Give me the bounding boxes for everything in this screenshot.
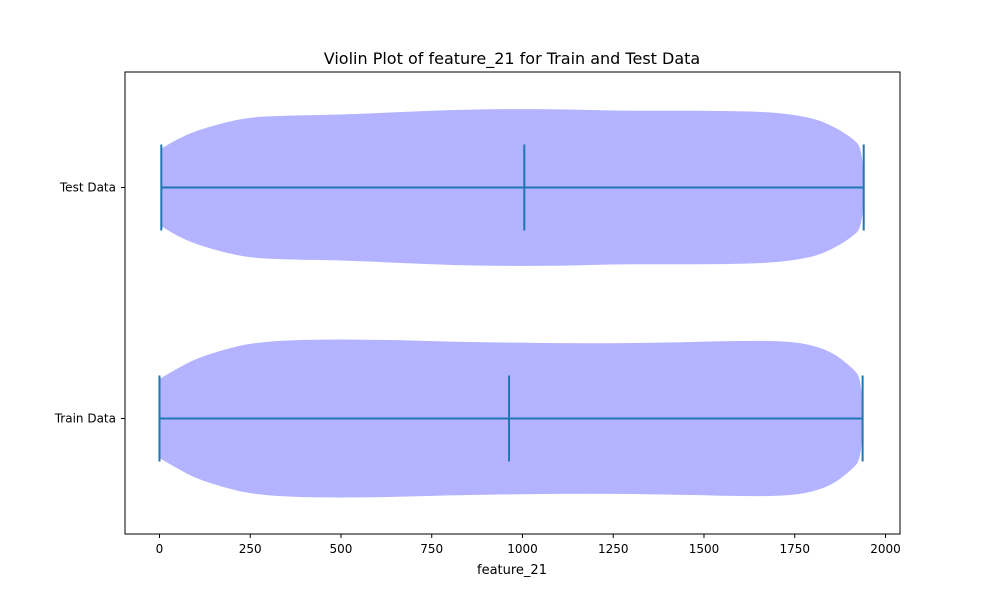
y-tick-label-test-data: Test Data [59, 181, 116, 195]
x-tick-label: 1000 [507, 542, 538, 556]
plot-area [158, 109, 865, 498]
y-tick-label-train-data: Train Data [54, 412, 116, 426]
x-tick-label: 2000 [870, 542, 901, 556]
x-tick-label: 1500 [689, 542, 720, 556]
x-tick-label: 1750 [779, 542, 810, 556]
x-tick-label: 500 [330, 542, 353, 556]
plot-frame [124, 71, 901, 535]
y-axis: Train Data Test Data [54, 181, 125, 426]
x-tick-label: 250 [239, 542, 262, 556]
x-tick-label: 750 [420, 542, 443, 556]
x-axis-label: feature_21 [477, 563, 547, 578]
x-tick-label: 1250 [598, 542, 629, 556]
chart-title: Violin Plot of feature_21 for Train and … [324, 49, 700, 69]
x-axis: 0 250 500 750 1000 1250 1500 1750 2000 [156, 534, 901, 556]
x-tick-label: 0 [156, 542, 164, 556]
